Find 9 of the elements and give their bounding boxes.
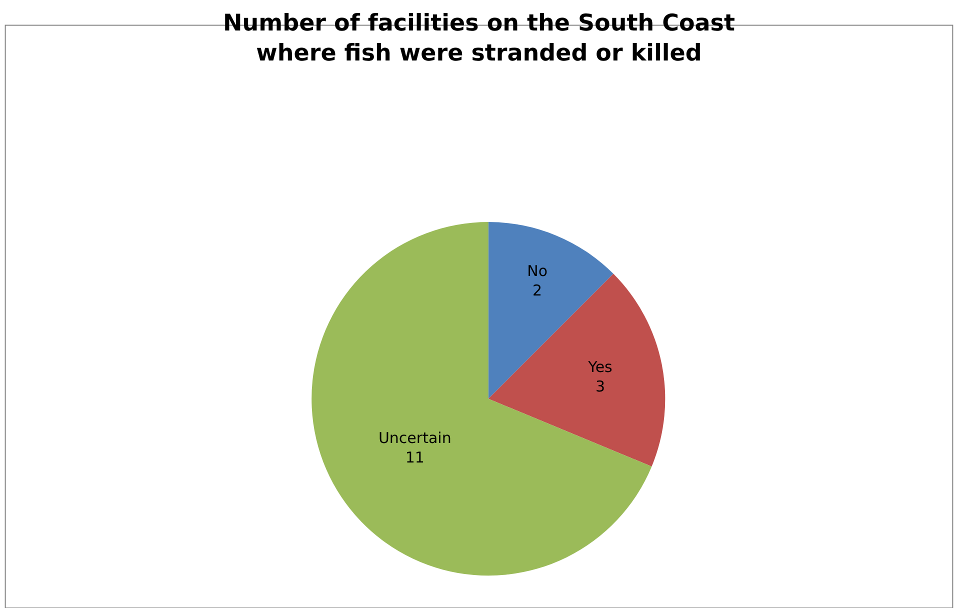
pie-slice xyxy=(488,222,614,399)
slice-label: Yes xyxy=(587,358,613,376)
slice-label: No xyxy=(527,262,548,280)
pie-slice xyxy=(312,222,652,576)
slice-label: Uncertain xyxy=(378,429,452,448)
data-label: 11 xyxy=(405,448,424,467)
data-label: 2 xyxy=(532,281,542,300)
chart-title: Number of facilities on the South Coast where fish were stranded or killed xyxy=(223,10,735,66)
data-label: 3 xyxy=(595,377,606,396)
